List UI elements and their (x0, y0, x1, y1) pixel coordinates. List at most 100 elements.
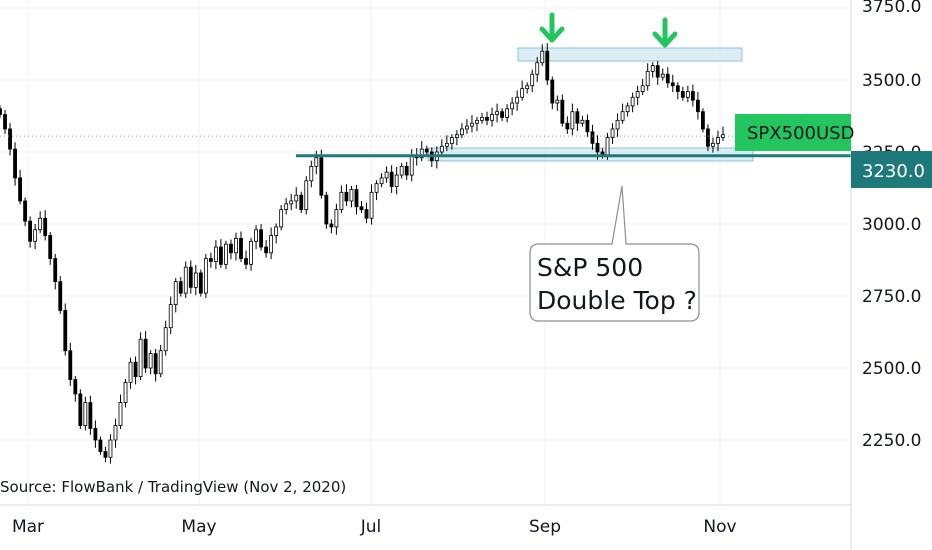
last-price-tag[interactable]: 3230.0 (851, 151, 932, 188)
candle-body (294, 194, 299, 202)
candle-body (3, 114, 7, 130)
candle-body (193, 272, 198, 288)
candle-body (555, 99, 560, 104)
overlays (0, 12, 932, 158)
candle-body (13, 148, 17, 179)
annotation-callout[interactable]: S&P 500 Double Top ? (529, 185, 700, 322)
candle-body (123, 381, 128, 403)
candle-body (128, 361, 133, 383)
candle-body (249, 240, 253, 265)
candle-body (580, 119, 585, 124)
y-tick-label: 2250.0 (862, 431, 921, 451)
callout-bubble (529, 185, 700, 322)
candle-body (133, 361, 138, 378)
candle-body (213, 246, 218, 262)
candle-body (158, 350, 163, 375)
y-tick-label: 2500.0 (862, 359, 921, 379)
candle-body (63, 309, 68, 352)
y-tick-label: 3750.0 (862, 0, 921, 17)
candle-body (565, 122, 570, 130)
symbol-tag[interactable]: SPX500USD (735, 114, 854, 151)
x-tick-label: Jul (360, 517, 382, 537)
candle-body (525, 85, 530, 90)
candle-body (219, 246, 223, 265)
candle-body (208, 258, 213, 262)
y-tick-label: 3500.0 (862, 71, 921, 91)
candle-body (168, 304, 173, 329)
candle-body (625, 105, 630, 113)
candle-body (354, 189, 359, 208)
candle-body (58, 281, 63, 311)
candle-body (685, 91, 690, 98)
candle-body (585, 119, 590, 133)
candle-body (706, 128, 710, 147)
candle-body (108, 439, 113, 458)
candle-body (475, 119, 479, 124)
symbol-tag-bg (735, 114, 851, 151)
candle-body (269, 235, 274, 254)
candle-body (153, 353, 158, 375)
candle-body (495, 111, 499, 115)
candle-body (520, 88, 525, 98)
candle-body (299, 194, 304, 210)
candle-body (264, 246, 269, 254)
candle-body (304, 180, 309, 211)
candle-body (695, 99, 700, 113)
y-tick-label: 3000.0 (862, 215, 921, 235)
candle-body (465, 125, 469, 130)
candle-body (183, 266, 188, 294)
candle-body (93, 428, 98, 441)
candle-body (369, 191, 374, 219)
grid (0, 0, 851, 505)
candle-body (535, 62, 540, 75)
candle-body (399, 165, 404, 176)
x-axis[interactable]: Mar May Jul Sep Nov (12, 517, 737, 537)
candle-body (53, 258, 58, 282)
candle-body (319, 157, 324, 196)
candle-body (485, 117, 489, 121)
candle-body (635, 91, 640, 98)
y-axis[interactable]: 2250.0 2500.0 2750.0 3000.0 3250.0 3500.… (862, 0, 921, 451)
candle-body (490, 114, 494, 121)
candle-body (605, 137, 610, 156)
candle-body (8, 128, 12, 150)
candle-body (515, 96, 520, 104)
candle-body (329, 223, 334, 228)
candle-body (500, 111, 504, 118)
x-tick-label: Sep (529, 517, 561, 537)
candle-body (530, 73, 535, 87)
candle-body (359, 206, 364, 211)
candle-body (660, 73, 665, 78)
candle-body (545, 50, 550, 81)
candle-body (595, 142, 600, 153)
candle-body (510, 102, 515, 110)
candle-body (188, 266, 193, 288)
candle-body (701, 111, 705, 130)
candle-body (680, 91, 685, 98)
candle-body (33, 229, 38, 242)
candle-body (716, 137, 720, 144)
last-price-label: 3230.0 (862, 161, 925, 182)
candle-body (234, 237, 238, 254)
candle-body (98, 439, 103, 452)
candle-body (665, 73, 670, 84)
candle-body (254, 229, 258, 242)
candle-body (419, 148, 424, 159)
candle-body (173, 281, 178, 306)
candle-body (570, 111, 575, 130)
candle-body (655, 65, 660, 78)
candlestick-series (0, 43, 725, 464)
candle-body (138, 338, 143, 378)
candle-body (198, 272, 203, 294)
candle-body (364, 209, 369, 219)
candle-body (470, 122, 474, 127)
candle-body (113, 425, 118, 441)
symbol-label: SPX500USD (747, 123, 854, 144)
candle-body (460, 128, 464, 136)
candle-body (640, 85, 645, 92)
candle-body (675, 85, 680, 92)
candle-body (88, 402, 93, 429)
candle-body (690, 91, 695, 101)
candle-body (0, 108, 2, 115)
